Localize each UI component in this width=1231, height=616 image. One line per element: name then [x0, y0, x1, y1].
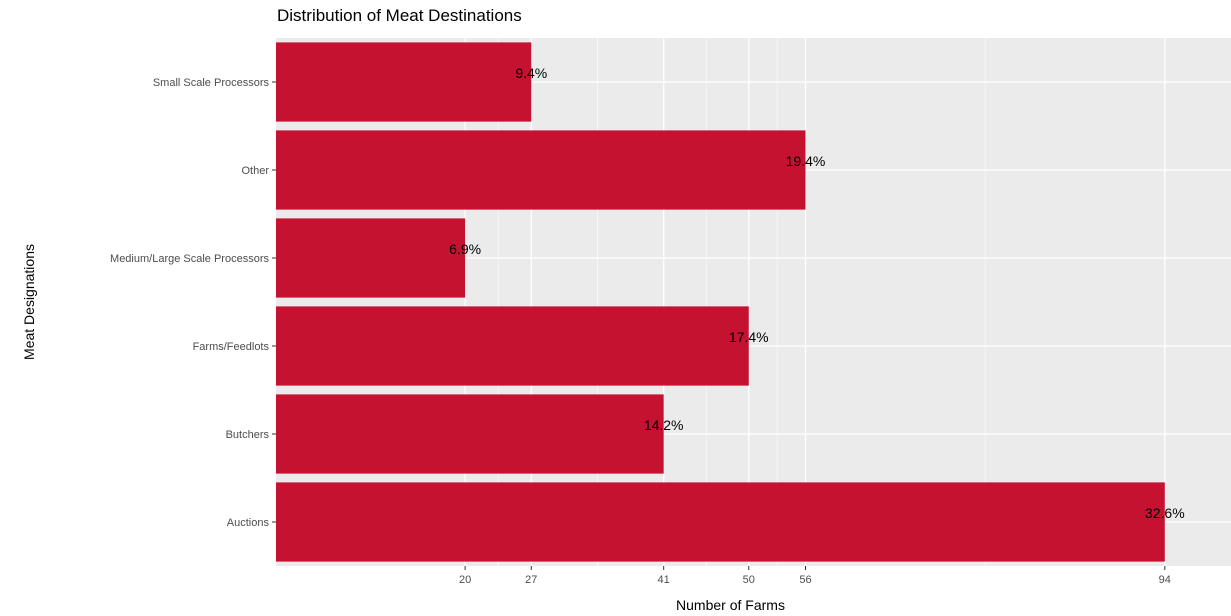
data-label-other: 19.4% — [786, 153, 826, 169]
x-tick-label: 94 — [1159, 574, 1171, 586]
x-tick-label: 56 — [799, 574, 811, 586]
bars — [276, 42, 1165, 562]
y-tick-label-small-scale-processors: Small Scale Processors — [153, 77, 270, 89]
bar-farms-feedlots — [276, 306, 749, 386]
data-label-auctions: 32.6% — [1145, 505, 1185, 521]
x-tick-label: 50 — [743, 574, 755, 586]
x-tick-label: 20 — [459, 574, 471, 586]
y-tick-label-butchers: Butchers — [226, 429, 270, 441]
plot-panel — [276, 38, 1231, 566]
bar-other — [276, 130, 806, 210]
x-tick-label: 41 — [658, 574, 670, 586]
x-axis-title: Number of Farms — [676, 597, 785, 613]
x-axis: 20 27 41 50 56 94 — [459, 566, 1171, 586]
y-tick-label-other: Other — [241, 165, 269, 177]
bar-small-scale-processors — [276, 42, 532, 122]
data-label-small-scale-processors: 9.4% — [515, 65, 547, 81]
y-axis-title: Meat Designations — [21, 244, 37, 360]
data-label-medium-large-scale-processors: 6.9% — [449, 241, 481, 257]
chart-title: Distribution of Meat Destinations — [277, 6, 522, 25]
bar-butchers — [276, 394, 664, 474]
y-axis: Auctions Butchers Farms/Feedlots Medium/Lar… — [110, 77, 276, 529]
y-tick-label-medium-large-scale-processors: Medium/Large Scale Processors — [110, 253, 269, 265]
data-label-farms-feedlots: 17.4% — [729, 329, 769, 345]
y-tick-label-farms-feedlots: Farms/Feedlots — [193, 341, 270, 353]
data-label-butchers: 14.2% — [644, 417, 684, 433]
bar-auctions — [276, 482, 1165, 562]
y-tick-label-auctions: Auctions — [227, 517, 270, 529]
data-labels: 32.6% 14.2% 17.4% 6.9% 19.4% 9.4% — [449, 65, 1185, 521]
x-tick-label: 27 — [525, 574, 537, 586]
bar-medium-large-scale-processors — [276, 218, 466, 298]
